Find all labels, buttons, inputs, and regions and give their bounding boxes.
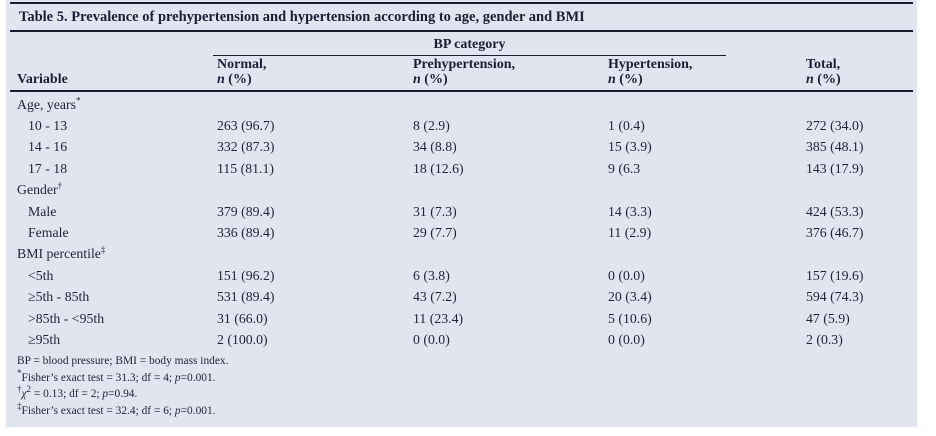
column-header-total: Total, n (%) xyxy=(806,57,841,87)
table-footnotes: BP = blood pressure; BMI = body mass ind… xyxy=(17,353,228,419)
column-header-prehypertension: Prehypertension, n (%) xyxy=(413,57,516,87)
table-row: 17 - 18 115 (81.1) 18 (12.6) 9 (6.3 143 … xyxy=(28,160,864,176)
table-row: ≥95th 2 (100.0) 0 (0.0) 0 (0.0) 2 (0.3) xyxy=(28,331,843,347)
column-header-row: Variable Normal, n (%) Prehypertension, … xyxy=(6,57,917,87)
table-row: ≥5th - 85th 531 (89.4) 43 (7.2) 20 (3.4)… xyxy=(28,289,864,305)
table-title: Table 5. Prevalence of prehypertension a… xyxy=(19,9,585,25)
table-row: <5th 151 (96.2) 6 (3.8) 0 (0.0) 157 (19.… xyxy=(28,267,864,283)
table-row: 14 - 16 332 (87.3) 34 (8.8) 15 (3.9) 385… xyxy=(28,139,864,155)
title-rule xyxy=(10,30,913,32)
column-header-hypertension: Hypertension, n (%) xyxy=(608,57,693,87)
header-rule xyxy=(10,90,913,92)
bp-category-underline xyxy=(213,55,726,56)
bp-category-span-header: BP category xyxy=(433,37,506,52)
table-panel: Table 5. Prevalence of prehypertension a… xyxy=(6,0,917,427)
footnote-abbreviations: BP = blood pressure; BMI = body mass ind… xyxy=(17,355,229,367)
table-body: Age, years* 10 - 13 263 (96.7) 8 (2.9) 1… xyxy=(6,94,917,351)
column-header-normal: Normal, n (%) xyxy=(217,57,267,87)
table-row: >85th - <95th 31 (66.0) 11 (23.4) 5 (10.… xyxy=(28,310,850,326)
footnote-bmi: ‡Fisher’s exact test = 32.4; df = 6; p=0… xyxy=(17,400,216,417)
table-row: Male 379 (89.4) 31 (7.3) 14 (3.3) 424 (5… xyxy=(28,203,864,219)
table-row: 10 - 13 263 (96.7) 8 (2.9) 1 (0.4) 272 (… xyxy=(28,118,864,134)
footnote-gender: †χ2 = 0.13; df = 2; p=0.94. xyxy=(17,384,138,401)
table-row-group-age: Age, years* xyxy=(17,95,81,112)
table-row: Female 336 (89.4) 29 (7.7) 11 (2.9) 376 … xyxy=(28,225,864,241)
footnote-age: *Fisher’s exact test = 31.3; df = 4; p=0… xyxy=(17,367,216,384)
top-rule xyxy=(10,2,913,4)
table-row-group-gender: Gender† xyxy=(17,180,63,198)
column-header-variable: Variable xyxy=(17,71,68,87)
table-row-group-bmi: BMI percentile‡ xyxy=(17,244,106,262)
